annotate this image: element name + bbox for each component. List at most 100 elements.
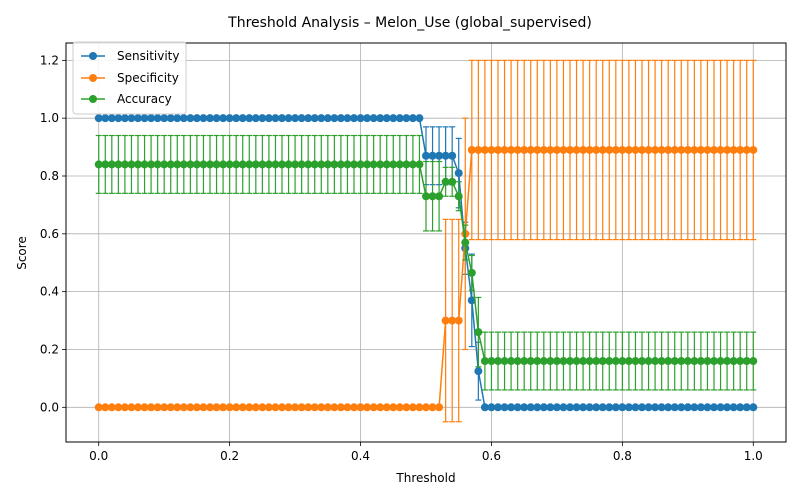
data-point-sensitivity (186, 114, 195, 123)
data-point-accuracy (467, 268, 476, 277)
data-point-accuracy (199, 160, 208, 169)
data-point-sensitivity (232, 114, 241, 123)
data-point-sensitivity (343, 114, 352, 123)
data-point-accuracy (127, 160, 136, 169)
legend-item-sensitivity: Sensitivity (81, 49, 179, 63)
data-point-accuracy (670, 357, 679, 366)
data-point-accuracy (710, 357, 718, 366)
data-point-accuracy (526, 357, 535, 366)
data-point-sensitivity (526, 403, 535, 412)
data-point-sensitivity (251, 114, 260, 123)
data-point-sensitivity (624, 403, 633, 412)
data-point-sensitivity (566, 403, 574, 412)
data-point-specificity (572, 145, 581, 154)
data-point-sensitivity (166, 114, 175, 123)
data-point-accuracy (219, 160, 228, 169)
data-point-accuracy (114, 160, 123, 169)
data-point-accuracy (585, 357, 594, 366)
data-point-specificity (494, 145, 502, 154)
data-point-sensitivity (559, 403, 568, 412)
data-point-sensitivity (533, 403, 542, 412)
data-point-specificity (415, 403, 424, 412)
data-point-sensitivity (749, 403, 758, 412)
data-point-accuracy (657, 357, 666, 366)
data-point-specificity (552, 145, 561, 154)
data-point-specificity (192, 403, 201, 412)
data-point-specificity (696, 145, 705, 154)
data-point-specificity (225, 403, 234, 412)
data-point-specificity (206, 403, 214, 412)
legend-marker-sensitivity (89, 52, 97, 60)
data-point-sensitivity (710, 403, 718, 412)
data-point-accuracy (153, 160, 162, 169)
data-point-sensitivity (147, 114, 156, 123)
data-point-sensitivity (304, 114, 313, 123)
data-point-accuracy (173, 160, 182, 169)
legend-marker-accuracy (89, 95, 97, 103)
data-point-sensitivity (605, 403, 614, 412)
data-point-accuracy (611, 357, 620, 366)
data-point-specificity (114, 403, 123, 412)
data-point-specificity (304, 403, 313, 412)
data-point-accuracy (742, 357, 751, 366)
data-point-accuracy (350, 160, 358, 169)
data-point-specificity (749, 145, 758, 154)
data-point-specificity (127, 403, 136, 412)
data-point-accuracy (264, 160, 273, 169)
data-point-sensitivity (356, 114, 365, 123)
data-point-accuracy (363, 160, 372, 169)
x-tick-label: 1.0 (744, 449, 763, 463)
data-point-accuracy (513, 357, 522, 366)
data-point-specificity (710, 145, 718, 154)
data-point-accuracy (101, 160, 110, 169)
data-point-sensitivity (487, 403, 496, 412)
data-point-sensitivity (513, 403, 522, 412)
data-point-sensitivity (101, 114, 110, 123)
data-point-specificity (232, 403, 241, 412)
data-point-specificity (363, 403, 372, 412)
data-point-accuracy (251, 160, 260, 169)
data-point-sensitivity (291, 114, 300, 123)
data-point-specificity (507, 145, 516, 154)
plot-frame (65, 42, 787, 443)
data-point-accuracy (415, 160, 424, 169)
data-point-specificity (376, 403, 385, 412)
data-point-specificity (258, 403, 267, 412)
data-point-accuracy (232, 160, 241, 169)
data-point-accuracy (533, 357, 542, 366)
data-point-sensitivity (598, 403, 607, 412)
data-point-accuracy (107, 160, 116, 169)
data-point-sensitivity (153, 114, 162, 123)
data-point-accuracy (389, 160, 398, 169)
data-point-specificity (219, 403, 228, 412)
data-point-accuracy (664, 357, 673, 366)
data-point-sensitivity (310, 114, 319, 123)
data-point-specificity (212, 403, 221, 412)
data-point-sensitivity (238, 114, 247, 123)
data-point-sensitivity (140, 114, 149, 123)
data-point-specificity (428, 403, 437, 412)
data-point-specificity (670, 145, 679, 154)
data-point-specificity (448, 316, 457, 325)
data-point-sensitivity (494, 403, 502, 412)
x-tick-label: 0.2 (220, 449, 239, 463)
data-point-accuracy (435, 192, 444, 201)
data-point-accuracy (683, 357, 692, 366)
data-point-accuracy (696, 357, 705, 366)
y-axis-label: Score (15, 236, 29, 270)
data-point-accuracy (494, 357, 502, 366)
data-point-accuracy (552, 357, 561, 366)
data-point-specificity (677, 145, 686, 154)
data-point-accuracy (330, 160, 339, 169)
data-point-sensitivity (736, 403, 745, 412)
data-point-specificity (435, 403, 444, 412)
data-point-specificity (107, 403, 116, 412)
data-point-sensitivity (592, 403, 601, 412)
data-point-accuracy (723, 357, 732, 366)
data-point-sensitivity (500, 403, 509, 412)
data-point-specificity (742, 145, 751, 154)
data-point-accuracy (729, 357, 738, 366)
data-point-specificity (729, 145, 738, 154)
data-point-accuracy (618, 357, 627, 366)
data-point-accuracy (304, 160, 313, 169)
